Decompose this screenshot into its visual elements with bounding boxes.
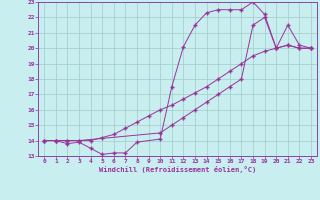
- X-axis label: Windchill (Refroidissement éolien,°C): Windchill (Refroidissement éolien,°C): [99, 166, 256, 173]
